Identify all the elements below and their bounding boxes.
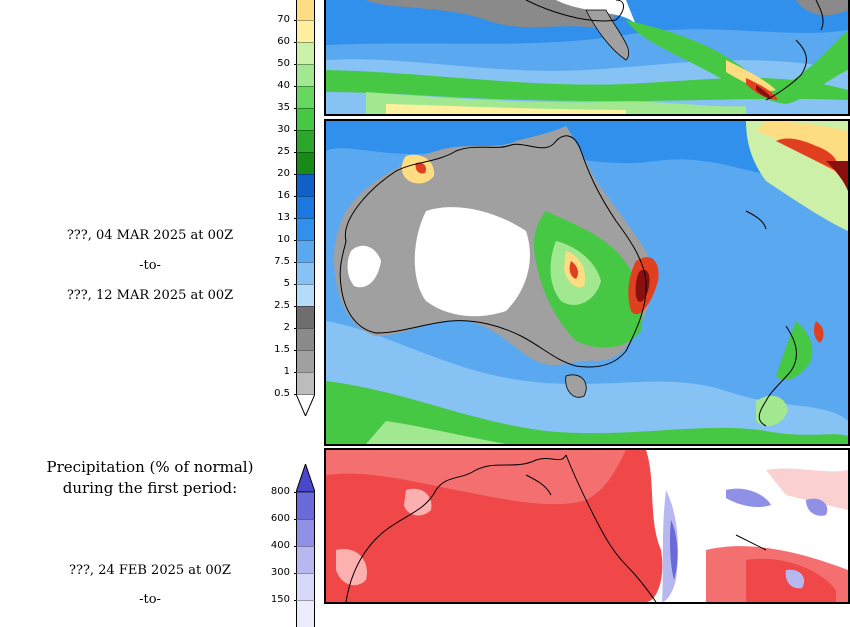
precip-legend-swatch xyxy=(296,196,315,218)
precip-legend-swatch xyxy=(296,240,315,262)
percent-legend-swatch xyxy=(296,546,315,573)
precip-legend-swatch xyxy=(296,64,315,86)
top-period-to: -to- xyxy=(139,258,161,273)
percent-legend-tick-label: 400 xyxy=(270,540,290,551)
precip-legend-tick-label: 25 xyxy=(277,146,290,157)
precip-legend-tick-mark xyxy=(294,174,296,175)
precip-legend-swatch xyxy=(296,86,315,108)
precip-legend-swatch xyxy=(295,393,316,418)
precip-legend-tick-label: 1 xyxy=(283,366,290,377)
precip-legend-swatch xyxy=(296,350,315,372)
precip-legend-tick-label: 10 xyxy=(277,234,290,245)
precip-legend-tick-mark xyxy=(294,108,296,109)
precip-legend-tick-mark xyxy=(294,86,296,87)
precip-legend-swatch xyxy=(296,306,315,328)
percent-legend-swatch xyxy=(296,573,315,600)
precip-legend-tick-mark xyxy=(294,262,296,263)
precip-legend-tick-mark xyxy=(294,64,296,65)
precip-legend-tick-mark xyxy=(294,240,296,241)
precip-legend-swatch xyxy=(296,152,315,174)
precip-legend-tick-mark xyxy=(294,130,296,131)
precip-legend-tick-label: 30 xyxy=(277,124,290,135)
precip-legend-swatch xyxy=(296,108,315,130)
precip-legend-tick-label: 16 xyxy=(277,190,290,201)
precip-legend-swatch xyxy=(296,262,315,284)
percent-legend-swatch xyxy=(296,519,315,546)
percent-legend-tick-mark xyxy=(294,573,296,574)
precip-legend-swatch xyxy=(296,174,315,196)
percent-legend-swatch xyxy=(296,492,315,519)
percent-legend-tick-label: 800 xyxy=(270,486,290,497)
precip-legend-tick-mark xyxy=(294,350,296,351)
precip-legend-tick-label: 60 xyxy=(277,36,290,47)
precip-legend-tick-mark xyxy=(294,152,296,153)
percent-period-start: ???, 24 FEB 2025 at 00Z xyxy=(69,563,231,578)
precip-legend-tick-label: 5 xyxy=(283,278,290,289)
precip-legend-tick-label: 50 xyxy=(277,58,290,69)
precip-legend-tick-mark xyxy=(294,306,296,307)
precip-legend-tick-label: 2 xyxy=(283,322,290,333)
precip-legend-tick-mark xyxy=(294,20,296,21)
percent-legend-tick-mark xyxy=(294,546,296,547)
precip-legend-tick-label: 1.5 xyxy=(274,344,290,355)
precip-legend-swatch xyxy=(296,130,315,152)
percent-legend-tick-label: 600 xyxy=(270,513,290,524)
precip-legend-tick-mark xyxy=(294,42,296,43)
percent-legend-tick-label: 300 xyxy=(270,567,290,578)
percent-legend-tick-mark xyxy=(294,600,296,601)
top-period-end: ???, 12 MAR 2025 at 00Z xyxy=(66,288,234,303)
precip-legend-swatch xyxy=(296,328,315,350)
precip-legend-tick-label: 0.5 xyxy=(274,388,290,399)
precip-legend-swatch xyxy=(296,0,315,20)
map-panel-top-cropped xyxy=(324,0,850,116)
precip-legend-swatch xyxy=(296,372,315,394)
precip-legend-tick-label: 70 xyxy=(277,14,290,25)
percent-legend-tick-mark xyxy=(294,492,296,493)
precip-legend-swatch xyxy=(296,42,315,64)
precip-legend-tick-mark xyxy=(294,372,296,373)
percent-legend-top-arrow xyxy=(295,462,316,493)
precip-legend-swatch xyxy=(296,218,315,240)
percent-legend-tick-label: 150 xyxy=(270,594,290,605)
precip-legend-tick-label: 2.5 xyxy=(274,300,290,311)
percent-title-line2: during the first period: xyxy=(62,479,238,497)
map-panel-precip-total xyxy=(324,119,850,446)
precip-legend-tick-label: 35 xyxy=(277,102,290,113)
precip-legend-tick-mark xyxy=(294,196,296,197)
precip-legend-tick-label: 40 xyxy=(277,80,290,91)
precip-legend-tick-label: 20 xyxy=(277,168,290,179)
precip-legend-swatch xyxy=(296,20,315,42)
top-period-start: ???, 04 MAR 2025 at 00Z xyxy=(66,228,234,243)
precip-legend-tick-mark xyxy=(294,328,296,329)
precip-legend-swatch xyxy=(296,284,315,306)
map-panel-percent-normal xyxy=(324,448,850,604)
precip-legend-tick-mark xyxy=(294,218,296,219)
precip-legend-tick-mark xyxy=(294,284,296,285)
percent-title-line1: Precipitation (% of normal) xyxy=(46,458,254,476)
percent-legend-tick-mark xyxy=(294,519,296,520)
precip-legend-tick-label: 13 xyxy=(277,212,290,223)
precip-legend-tick-label: 80 xyxy=(0,0,290,3)
precip-legend-tick-label: 7.5 xyxy=(274,256,290,267)
percent-legend-swatch xyxy=(296,600,315,627)
precip-legend-tick-mark xyxy=(294,394,296,395)
